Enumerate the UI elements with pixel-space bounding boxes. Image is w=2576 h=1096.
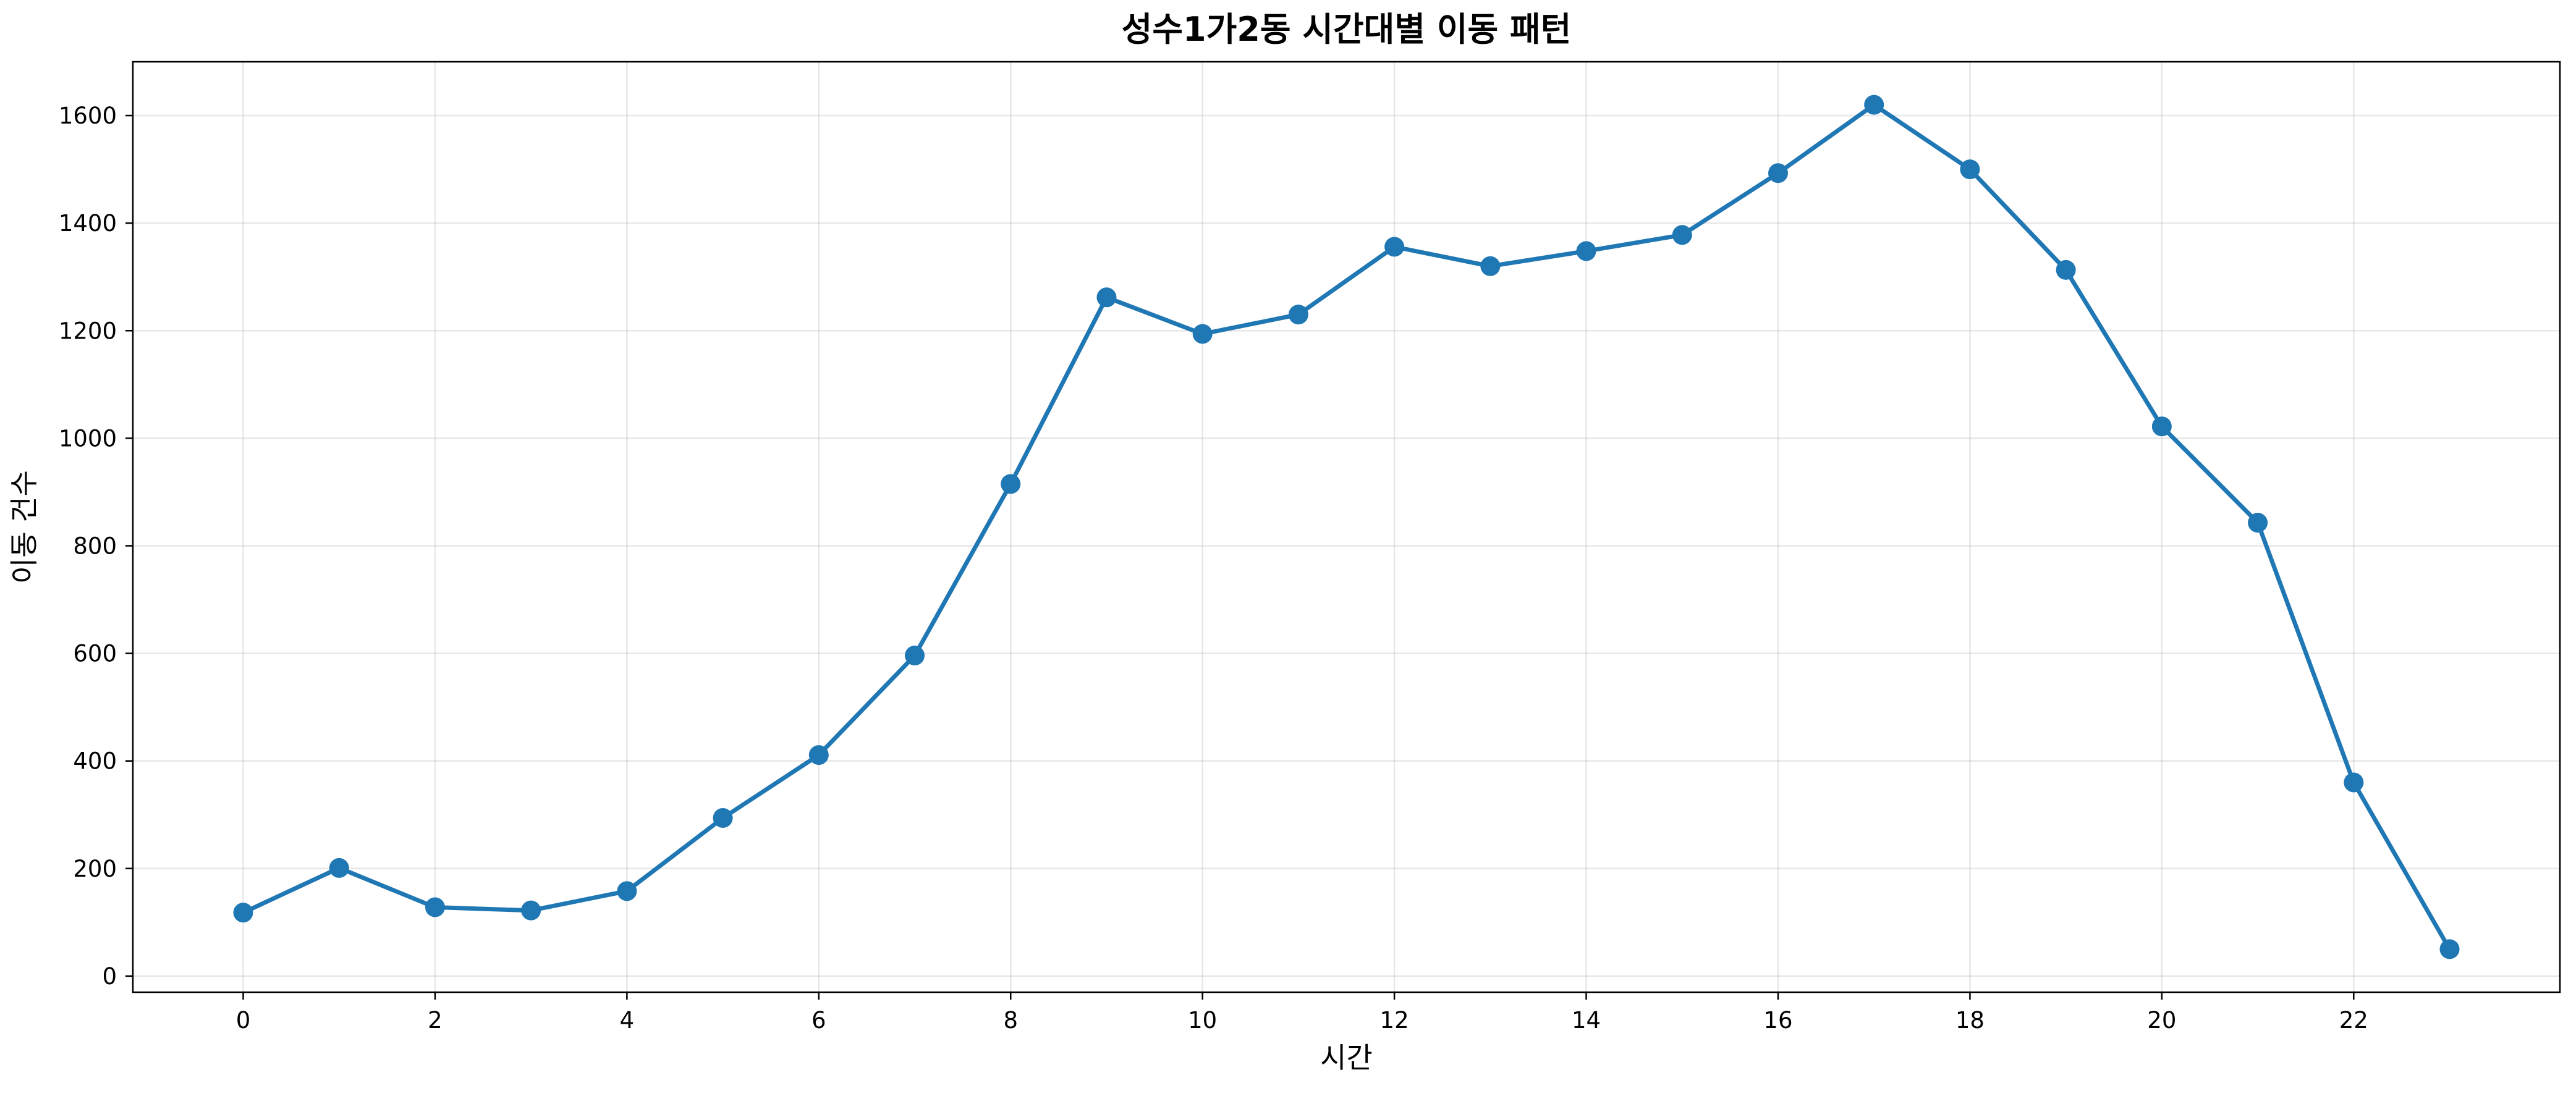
y-tick-label: 0	[102, 963, 117, 990]
data-point-12	[1384, 237, 1405, 257]
x-axis-label: 시간	[1320, 1041, 1373, 1074]
data-point-22	[2344, 772, 2364, 793]
y-tick-label: 1000	[59, 425, 117, 452]
data-point-14	[1576, 241, 1596, 261]
series-layer	[233, 95, 2460, 959]
x-tick-label: 22	[2339, 1007, 2368, 1034]
data-point-7	[905, 646, 925, 666]
data-point-17	[1864, 95, 1884, 115]
data-point-10	[1192, 324, 1213, 344]
y-tick-label: 1200	[59, 318, 117, 344]
data-point-3	[521, 900, 541, 921]
y-tick-label: 200	[73, 856, 117, 882]
tick-layer: 0 2 4 6 8 10 12 14 16 18 20 22 0 200 400 600 800 1000 1200…	[59, 103, 2368, 1034]
x-tick-label: 6	[811, 1007, 826, 1034]
data-point-13	[1480, 256, 1501, 276]
y-tick-label: 1600	[59, 103, 117, 129]
data-point-16	[1768, 163, 1788, 183]
data-point-6	[808, 745, 829, 765]
y-tick-label: 600	[73, 641, 117, 667]
data-point-8	[1001, 474, 1021, 494]
x-tick-label: 18	[1955, 1007, 1985, 1034]
x-tick-label: 8	[1003, 1007, 1018, 1034]
x-tick-label: 12	[1380, 1007, 1409, 1034]
data-point-1	[329, 858, 349, 878]
data-point-11	[1288, 305, 1308, 325]
x-tick-label: 4	[620, 1007, 635, 1034]
data-point-23	[2439, 939, 2460, 959]
series-line	[241, 103, 2452, 951]
y-tick-label: 1400	[59, 210, 117, 237]
y-axis-label: 이동 건수	[7, 470, 41, 584]
data-point-5	[713, 807, 733, 828]
x-tick-label: 14	[1572, 1007, 1601, 1034]
chart-title: 성수1가2동 시간대별 이동 패턴	[1122, 10, 1572, 49]
grid-layer	[133, 62, 2560, 992]
data-point-4	[617, 881, 637, 901]
x-tick-label: 16	[1763, 1007, 1792, 1034]
x-tick-label: 10	[1188, 1007, 1217, 1034]
plot-frame	[132, 61, 2561, 993]
data-point-18	[1960, 159, 1980, 180]
x-tick-label: 0	[236, 1007, 251, 1034]
data-point-19	[2056, 259, 2076, 280]
data-point-15	[1672, 225, 1692, 245]
data-point-20	[2151, 416, 2172, 437]
x-tick-label: 20	[2147, 1007, 2176, 1034]
data-point-0	[233, 903, 253, 923]
data-point-9	[1096, 287, 1117, 308]
data-point-21	[2248, 513, 2268, 533]
y-tick-label: 800	[73, 533, 117, 559]
y-tick-label: 400	[73, 748, 117, 775]
data-point-2	[425, 897, 445, 917]
x-tick-label: 2	[428, 1007, 443, 1034]
